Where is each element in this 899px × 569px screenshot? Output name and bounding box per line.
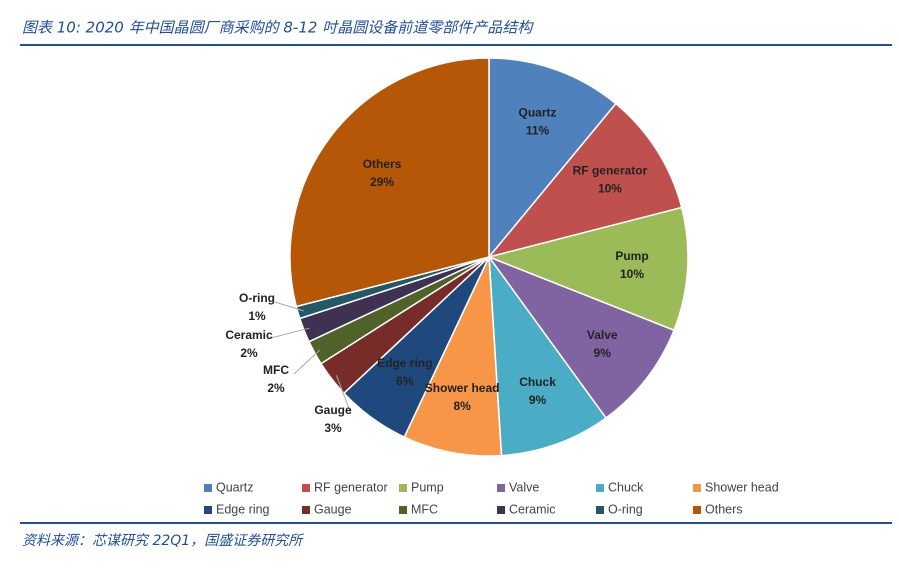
slice-value: 1% (248, 309, 266, 323)
pie-slice (486, 206, 689, 332)
slice-label: Others (363, 157, 402, 171)
slice-value: 6% (396, 374, 414, 388)
slice-value: 2% (240, 346, 258, 360)
slice-label: RF generator (573, 163, 648, 177)
legend-swatch (399, 506, 407, 514)
pie-slice (488, 254, 608, 457)
pie-slice (486, 255, 675, 420)
legend-label: O-ring (608, 502, 643, 516)
legend-label: Quartz (216, 480, 254, 494)
slice-value: 3% (324, 421, 342, 435)
legend-label: Chuck (608, 480, 644, 494)
leader-line (274, 301, 304, 312)
legend-label: Gauge (314, 502, 352, 516)
legend-swatch (497, 506, 505, 514)
legend-swatch (302, 506, 310, 514)
pie-slice (486, 102, 683, 259)
slice-label: MFC (263, 363, 289, 377)
legend-swatch (497, 484, 505, 492)
pie-slice (488, 57, 617, 260)
leader-line (336, 375, 352, 415)
legend-swatch (399, 484, 407, 492)
legend-swatch (204, 484, 212, 492)
slice-label: Valve (587, 328, 618, 342)
leader-line (293, 349, 321, 375)
slice-label: Chuck (519, 375, 556, 389)
slice-label: Gauge (314, 403, 352, 417)
legend-swatch (204, 506, 212, 514)
title: 图表 10: 2020 年中国晶圆厂商采购的 8-12 吋晶圆设备前道零部件产品… (22, 19, 534, 37)
legend-label: Others (705, 502, 743, 516)
legend-label: Pump (411, 480, 444, 494)
legend-swatch (693, 484, 701, 492)
legend-swatch (302, 484, 310, 492)
slice-value: 10% (598, 181, 622, 195)
pie-slice (289, 57, 490, 308)
legend-label: Valve (509, 480, 539, 494)
legend-label: Edge ring (216, 502, 270, 516)
pie-slice (403, 256, 503, 457)
slice-label: Ceramic (225, 328, 273, 342)
slice-value: 10% (620, 267, 644, 281)
legend-label: Ceramic (509, 502, 556, 516)
slice-value: 8% (453, 399, 471, 413)
legend-swatch (596, 506, 604, 514)
slice-value: 11% (526, 123, 550, 137)
legend-swatch (693, 506, 701, 514)
slice-label: O-ring (239, 291, 275, 305)
slice-value: 2% (267, 381, 285, 395)
legend-label: RF generator (314, 480, 388, 494)
slice-value: 9% (594, 346, 612, 360)
slice-value: 9% (529, 393, 547, 407)
legend-label: MFC (411, 502, 438, 516)
slice-label: Edge ring (377, 356, 432, 370)
legend-label: Shower head (705, 480, 779, 494)
slice-label: Quartz (519, 105, 557, 119)
legend-swatch (596, 484, 604, 492)
slice-value: 29% (370, 175, 394, 189)
leader-line (266, 327, 310, 340)
slice-label: Shower head (425, 381, 500, 395)
source: 资料来源：芯谋研究 22Q1，国盛证券研究所 (22, 533, 304, 549)
slice-label: Pump (615, 249, 648, 263)
